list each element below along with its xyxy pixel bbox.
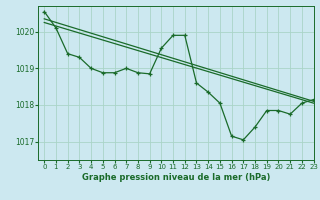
X-axis label: Graphe pression niveau de la mer (hPa): Graphe pression niveau de la mer (hPa) (82, 173, 270, 182)
